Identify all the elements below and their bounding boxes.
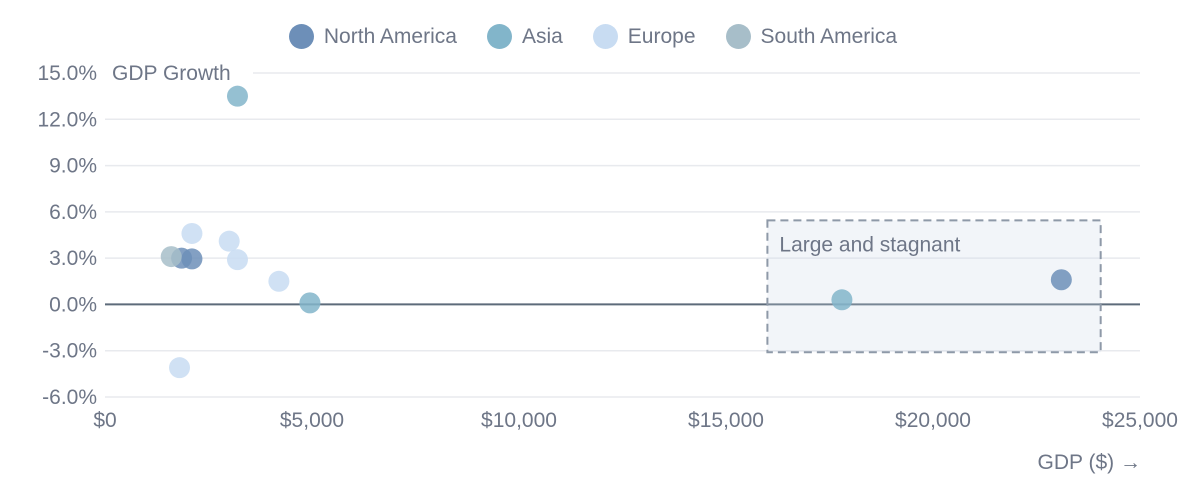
legend-dot-icon xyxy=(592,24,618,49)
legend-item-label: South America xyxy=(760,25,898,48)
annotation-box xyxy=(766,219,1102,354)
data-point-south-america xyxy=(160,246,182,268)
y-tick-label: 15.0% xyxy=(37,62,97,85)
legend-item-label: Europe xyxy=(627,25,696,48)
data-point-europe xyxy=(226,249,248,271)
data-point-europe xyxy=(268,270,290,292)
data-point-europe xyxy=(169,357,191,379)
legend-item-europe: Europe xyxy=(592,24,696,49)
x-tick-label: $15,000 xyxy=(688,409,764,432)
legend-dot-icon xyxy=(725,24,751,49)
chart-legend: North America Asia Europe South America xyxy=(0,24,1186,49)
data-point-asia xyxy=(299,292,321,314)
chart-title: GDP Growth xyxy=(112,62,231,85)
y-tick-label: 3.0% xyxy=(49,247,97,270)
legend-item-north-america: North America xyxy=(288,24,457,49)
annotation-label: Large and stagnant xyxy=(779,233,960,256)
legend-item-label: North America xyxy=(323,25,457,48)
y-tick-label: 9.0% xyxy=(49,155,97,178)
y-tick-label: -3.0% xyxy=(42,340,97,363)
legend-dot-icon xyxy=(288,24,314,49)
x-tick-label: $25,000 xyxy=(1102,409,1178,432)
data-point-europe xyxy=(181,222,203,244)
data-point-asia xyxy=(831,289,853,311)
x-axis-label: GDP ($) → xyxy=(1038,451,1141,474)
legend-item-asia: Asia xyxy=(486,24,563,49)
data-point-europe xyxy=(218,230,240,252)
legend-dot-icon xyxy=(486,24,512,49)
x-tick-label: $0 xyxy=(93,409,116,432)
x-tick-label: $20,000 xyxy=(895,409,971,432)
legend-item-south-america: South America xyxy=(725,24,898,49)
x-tick-label: $5,000 xyxy=(280,409,344,432)
legend-item-label: Asia xyxy=(521,25,563,48)
y-tick-label: -6.0% xyxy=(42,386,97,409)
data-point-north-america xyxy=(1050,269,1072,291)
y-tick-label: 6.0% xyxy=(49,201,97,224)
x-tick-label: $10,000 xyxy=(481,409,557,432)
y-tick-label: 12.0% xyxy=(37,108,97,131)
data-point-north-america xyxy=(181,248,203,270)
data-point-asia xyxy=(226,85,248,107)
y-tick-label: 0.0% xyxy=(49,293,97,316)
